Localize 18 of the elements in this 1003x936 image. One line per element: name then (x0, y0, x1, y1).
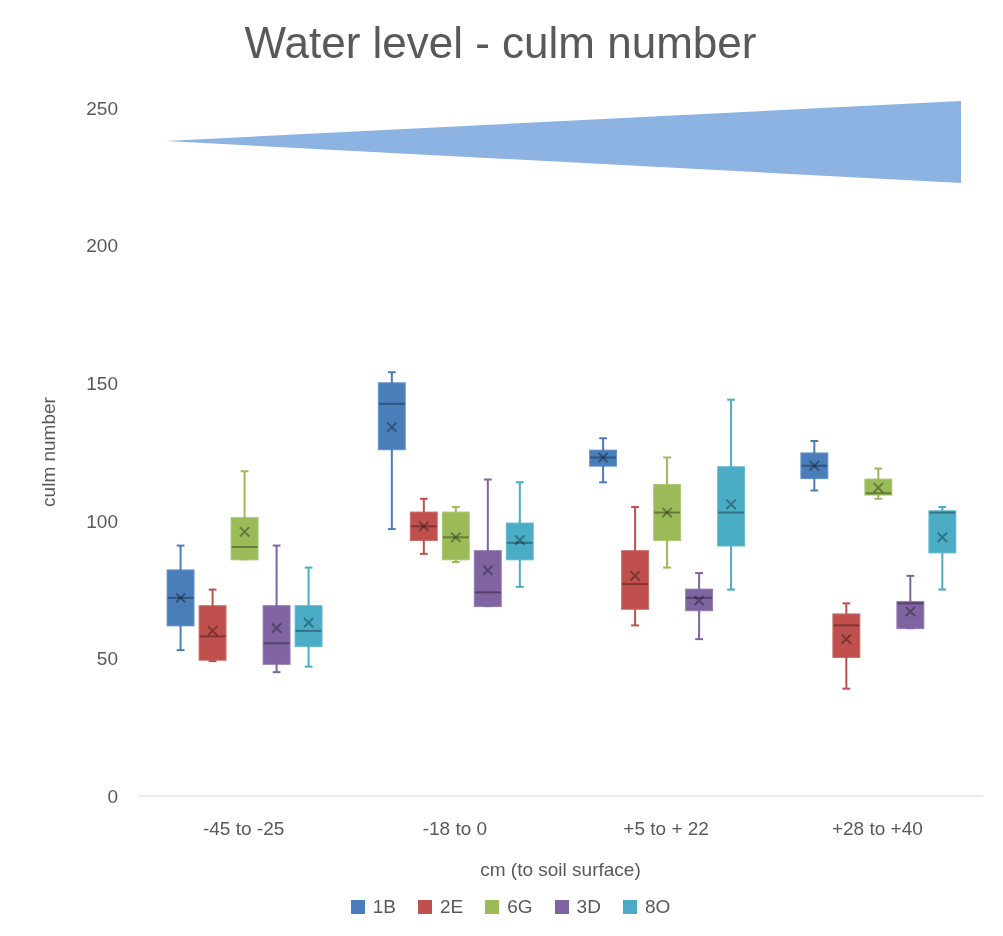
legend-label: 3D (576, 896, 601, 918)
y-tick-label: 50 (96, 648, 118, 670)
x-tick-label: +5 to + 22 (623, 818, 709, 840)
y-axis-title: culm number (37, 396, 59, 507)
x-tick-label: +28 to +40 (831, 818, 923, 840)
legend-label: 2E (439, 896, 464, 918)
y-tick-label: 200 (86, 235, 118, 257)
x-tick-label: -18 to 0 (422, 818, 488, 840)
y-tick-label: 150 (86, 372, 118, 394)
legend-label: 8O (644, 896, 671, 918)
x-axis-title: cm (to soil surface) (480, 859, 641, 880)
chart-title: Water level - culm number (243, 17, 758, 69)
x-tick-label: -45 to -25 (202, 818, 285, 840)
legend-label: 6G (507, 896, 533, 918)
legend-label: 1B (372, 896, 396, 918)
y-tick-label: 250 (86, 97, 118, 119)
y-tick-label: 0 (107, 785, 118, 807)
y-tick-label: 100 (86, 510, 118, 532)
